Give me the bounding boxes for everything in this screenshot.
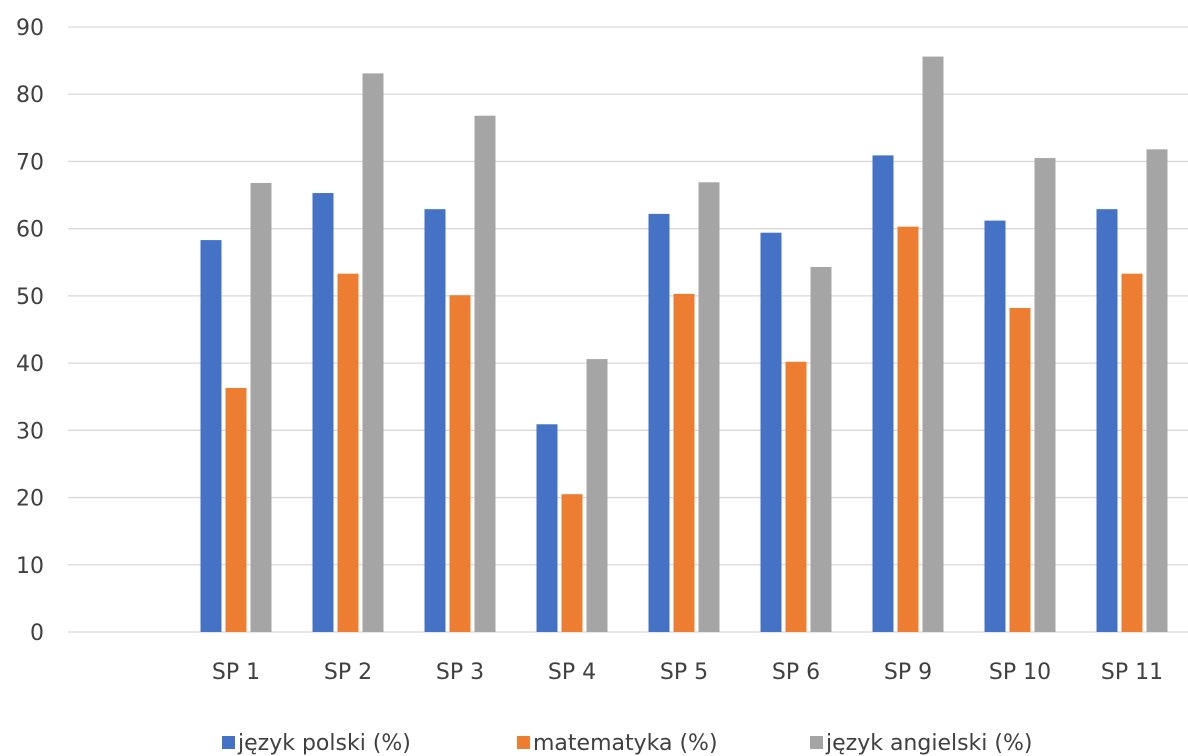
bar: [1009, 307, 1031, 632]
y-tick-label: 80: [16, 83, 44, 108]
bar: [362, 73, 384, 633]
bar: [810, 266, 832, 632]
x-tick-label: SP 9: [884, 660, 932, 685]
bar: [200, 240, 222, 632]
bar: [1034, 158, 1056, 633]
bar: [984, 220, 1006, 632]
x-tick-label: SP 10: [989, 660, 1051, 685]
bars: [200, 56, 1168, 633]
y-tick-label: 10: [16, 554, 44, 579]
bar: [1146, 149, 1168, 632]
bar: [1121, 273, 1143, 632]
y-tick-label: 20: [16, 487, 44, 512]
y-tick-label: 60: [16, 218, 44, 243]
bar: [648, 213, 670, 632]
bar: [474, 115, 496, 632]
legend-label: język polski (%): [237, 731, 411, 756]
y-tick-label: 30: [16, 419, 44, 444]
bar: [872, 155, 894, 632]
y-tick-label: 40: [16, 352, 44, 377]
x-tick-label: SP 4: [548, 660, 596, 685]
legend-swatch: [517, 736, 530, 749]
x-tick-label: SP 11: [1101, 660, 1163, 685]
x-tick-label: SP 1: [212, 660, 260, 685]
x-axis-tick-labels: SP 1 SP 2 SP 3 SP 4 SP 5 SP 6 SP 9 SP 10 SP 11: [212, 660, 1163, 685]
bar: [449, 295, 471, 632]
x-tick-label: SP 5: [660, 660, 708, 685]
bar: [312, 193, 334, 633]
legend-label: język angielski (%): [825, 731, 1032, 756]
bar: [760, 232, 782, 632]
bar: [897, 226, 919, 632]
bar: [586, 359, 608, 632]
legend-swatch: [810, 736, 823, 749]
y-axis-tick-labels: 0 10 20 30 40 50 60 70 80 90: [16, 16, 44, 646]
bar: [673, 293, 695, 632]
x-tick-label: SP 3: [436, 660, 484, 685]
bar: [250, 182, 272, 632]
y-tick-label: 0: [30, 621, 44, 646]
bar: [785, 361, 807, 632]
x-tick-label: SP 6: [772, 660, 820, 685]
bar: [698, 182, 720, 633]
y-tick-label: 50: [16, 285, 44, 310]
legend-swatch: [222, 736, 235, 749]
bar: [225, 387, 247, 632]
bar: [536, 424, 558, 632]
bar: [922, 56, 944, 633]
legend-label: matematyka (%): [533, 731, 718, 756]
x-tick-label: SP 2: [324, 660, 372, 685]
y-tick-label: 70: [16, 150, 44, 175]
y-tick-label: 90: [16, 16, 44, 41]
bar: [337, 273, 359, 632]
bar: [561, 494, 583, 632]
bar: [1096, 209, 1118, 632]
legend: język polski (%) matematyka (%) język angi…: [222, 731, 1032, 756]
bar: [424, 209, 446, 632]
